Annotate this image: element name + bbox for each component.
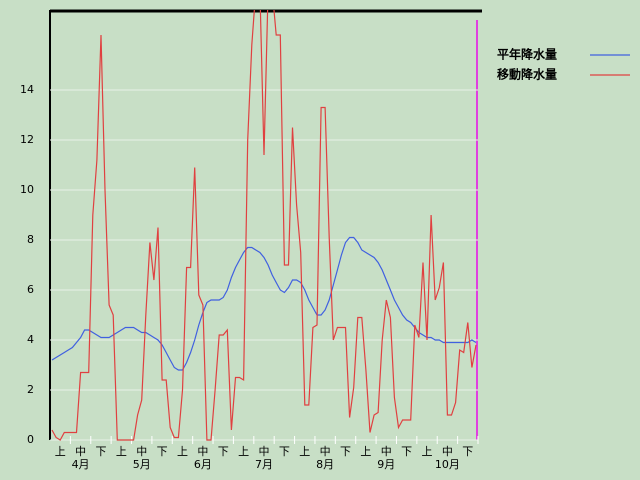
x-tick-label: 下 [279,445,290,458]
x-tick-label: 下 [157,445,168,458]
x-tick-label: 下 [95,445,106,458]
y-tick-label: 6 [27,283,34,296]
grid [50,89,479,444]
y-tick-label: 2 [27,383,34,396]
month-label: 10月 [435,458,460,471]
x-tick-label: 中 [381,445,392,458]
month-label: 8月 [316,458,334,471]
lines [51,10,477,441]
month-label: 5月 [133,458,151,471]
x-tick-label: 中 [442,445,453,458]
legend-label: 平年降水量 [497,47,557,62]
x-tick-label: 下 [218,445,229,458]
month-label: 7月 [255,458,273,471]
labels: 02468101214上中下上中下上中下上中下上中下上中下上中下4月 5月 6月 7月… [20,47,630,471]
x-tick-label: 中 [259,445,270,458]
x-tick-label: 上 [177,445,188,458]
month-label: 6月 [194,458,212,471]
y-tick-label: 4 [27,333,34,346]
x-tick-label: 下 [401,445,412,458]
x-tick-label: 上 [299,445,310,458]
series-line [51,10,477,441]
y-tick-label: 14 [20,83,34,96]
series-line [51,236,477,371]
x-tick-label: 上 [422,445,433,458]
x-tick-label: 上 [360,445,371,458]
x-tick-label: 中 [320,445,331,458]
month-label: 4月 [72,458,90,471]
x-tick-label: 上 [55,445,66,458]
y-tick-label: 10 [20,183,34,196]
x-tick-label: 下 [462,445,473,458]
x-tick-label: 上 [238,445,249,458]
y-tick-label: 0 [27,433,34,446]
x-tick-label: 上 [116,445,127,458]
month-label: 9月 [377,458,395,471]
x-tick-label: 中 [75,445,86,458]
x-tick-label: 中 [197,445,208,458]
x-tick-label: 中 [136,445,147,458]
y-tick-label: 12 [20,133,34,146]
x-tick-label: 下 [340,445,351,458]
y-tick-label: 8 [27,233,34,246]
legend-label: 移動降水量 [497,67,557,82]
